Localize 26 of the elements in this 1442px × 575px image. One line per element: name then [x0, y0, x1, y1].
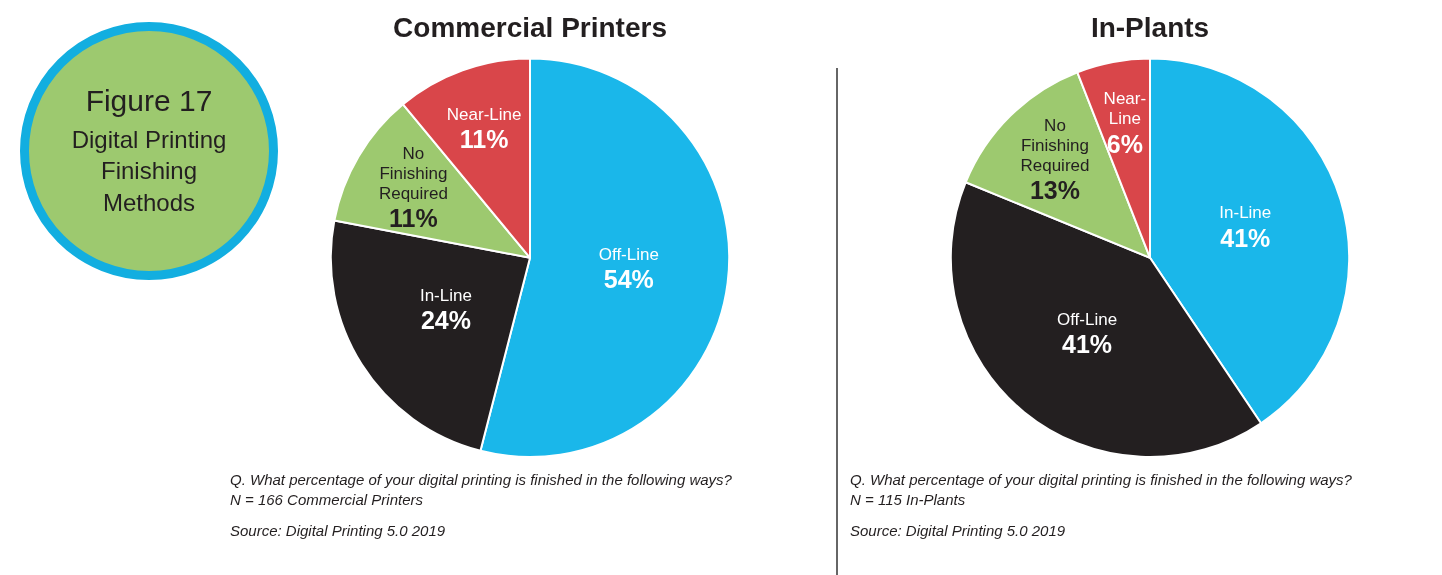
text: Figure 17	[85, 84, 213, 119]
chart-title: Commercial Printers	[393, 11, 667, 43]
text: Q. What percentage of your digital printing is finished in the following ways?	[850, 470, 1353, 490]
data-label: 41%	[1220, 223, 1271, 252]
slice-label: In-Line	[1219, 203, 1272, 223]
text: Digital Printing Finishing Methods	[70, 125, 228, 218]
data-label: 11%	[389, 203, 438, 232]
slice-label: Near-Line	[1103, 89, 1147, 129]
text: Q. What percentage of your digital printing is finished in the following ways?	[230, 470, 733, 490]
data-label: 11%	[459, 125, 509, 154]
slice-label: Off-Line	[1056, 309, 1118, 329]
text: N = 166 Commercial Printers	[230, 489, 424, 509]
data-label: 54%	[603, 265, 654, 294]
slice-label: No Finishing Required	[378, 143, 448, 203]
data-label: 41%	[1062, 329, 1113, 358]
slice-label: Near-Line	[446, 105, 522, 125]
slice-label: Off-Line	[598, 244, 659, 264]
slice-label: In-Line	[419, 285, 472, 305]
chart-title: In-Plants	[1090, 11, 1210, 43]
data-label: 6%	[1106, 129, 1143, 158]
data-label: 24%	[420, 306, 471, 335]
source-note: Source: Digital Printing 5.0 2019	[850, 521, 1067, 541]
text: N = 115 In-Plants	[850, 489, 967, 509]
source-note: Source: Digital Printing 5.0 2019	[230, 521, 447, 541]
slice-label: No Finishing Required	[1020, 115, 1090, 175]
data-label: 13%	[1029, 176, 1080, 205]
